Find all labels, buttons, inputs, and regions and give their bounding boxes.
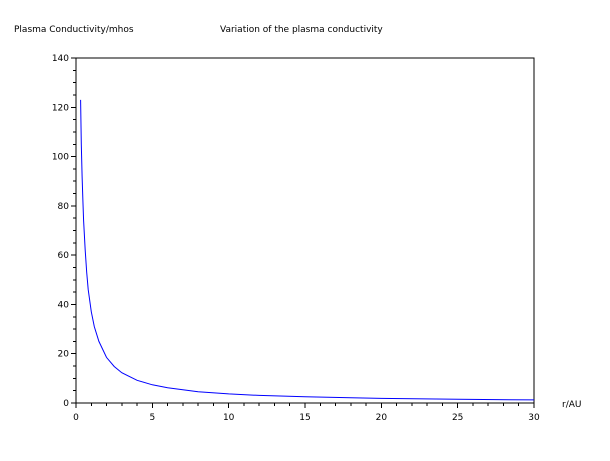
y-tick-label: 120	[52, 103, 69, 113]
x-tick-label: 30	[528, 413, 540, 423]
y-tick-label: 100	[52, 153, 69, 163]
y-tick-label: 60	[58, 251, 70, 261]
x-ticks: 0 5 10 15 20 25 30	[73, 403, 540, 423]
plot-frame	[75, 57, 535, 404]
y-tick-label: 40	[58, 300, 70, 310]
x-tick-label: 25	[452, 413, 463, 423]
y-tick-label: 0	[63, 399, 69, 409]
y-axis-label: Plasma Conductivity/mhos	[14, 25, 134, 35]
series-line	[80, 99, 535, 401]
y-ticks: 0 20 40 60 80 100 120 140	[52, 54, 76, 409]
y-tick-label: 20	[58, 350, 70, 360]
x-tick-label: 15	[299, 413, 310, 423]
x-tick-label: 0	[73, 413, 79, 423]
x-tick-label: 5	[149, 413, 155, 423]
x-tick-label: 10	[223, 413, 235, 423]
x-tick-label: 20	[376, 413, 388, 423]
x-axis-label: r/AU	[562, 400, 581, 410]
y-tick-label: 140	[52, 54, 69, 64]
series-group	[80, 99, 535, 401]
chart-title: Variation of the plasma conductivity	[220, 25, 383, 35]
y-tick-label: 80	[58, 202, 70, 212]
